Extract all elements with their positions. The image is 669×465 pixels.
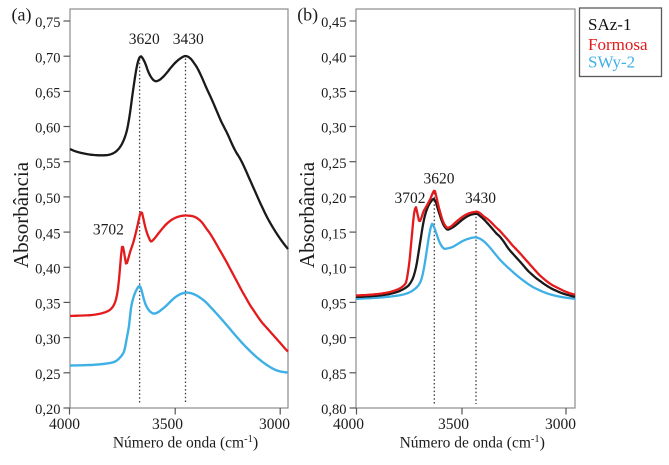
svg-text:Formosa: Formosa bbox=[588, 35, 648, 54]
svg-text:SAz-1: SAz-1 bbox=[588, 15, 631, 34]
svg-text:4000: 4000 bbox=[49, 416, 80, 433]
svg-text:0,25: 0,25 bbox=[321, 156, 346, 172]
svg-text:0,70: 0,70 bbox=[35, 50, 60, 66]
svg-text:0,20: 0,20 bbox=[35, 402, 60, 418]
svg-text:3500: 3500 bbox=[438, 416, 469, 433]
svg-text:0,40: 0,40 bbox=[321, 50, 346, 66]
svg-text:0,95: 0,95 bbox=[321, 297, 346, 313]
svg-text:0,75: 0,75 bbox=[35, 15, 60, 31]
svg-text:3000: 3000 bbox=[545, 416, 576, 433]
svg-text:3430: 3430 bbox=[173, 31, 204, 48]
svg-text:0,80: 0,80 bbox=[321, 402, 346, 418]
svg-text:0,45: 0,45 bbox=[35, 226, 60, 242]
svg-text:(b): (b) bbox=[297, 5, 318, 26]
svg-text:0,40: 0,40 bbox=[35, 262, 60, 278]
svg-text:3620: 3620 bbox=[129, 31, 160, 48]
svg-text:0,90: 0,90 bbox=[321, 332, 346, 348]
svg-text:3620: 3620 bbox=[424, 171, 455, 188]
svg-text:0,60: 0,60 bbox=[35, 121, 60, 137]
svg-text:4000: 4000 bbox=[333, 416, 364, 433]
svg-text:Número de onda (cm-1): Número de onda (cm-1) bbox=[113, 434, 258, 452]
svg-text:3430: 3430 bbox=[465, 190, 496, 207]
svg-text:0,55: 0,55 bbox=[35, 156, 60, 172]
svg-text:3500: 3500 bbox=[152, 416, 183, 433]
svg-text:(a): (a) bbox=[12, 5, 32, 26]
svg-text:0,15: 0,15 bbox=[321, 226, 346, 242]
svg-text:0,25: 0,25 bbox=[35, 367, 60, 383]
svg-text:SWy-2: SWy-2 bbox=[588, 52, 635, 71]
svg-text:3702: 3702 bbox=[93, 222, 124, 239]
svg-text:0,45: 0,45 bbox=[321, 15, 346, 31]
svg-text:0,35: 0,35 bbox=[321, 86, 346, 102]
svg-text:Absorbância: Absorbância bbox=[295, 161, 319, 268]
svg-text:Número de onda (cm-1): Número de onda (cm-1) bbox=[400, 434, 545, 452]
svg-text:0,20: 0,20 bbox=[321, 191, 346, 207]
svg-text:0,65: 0,65 bbox=[35, 86, 60, 102]
svg-text:0,85: 0,85 bbox=[321, 367, 346, 383]
svg-text:0,10: 0,10 bbox=[321, 262, 346, 278]
svg-text:Absorbância: Absorbância bbox=[9, 161, 33, 268]
svg-text:0,30: 0,30 bbox=[321, 121, 346, 137]
svg-text:0,30: 0,30 bbox=[35, 332, 60, 348]
svg-text:0,50: 0,50 bbox=[35, 191, 60, 207]
svg-text:3702: 3702 bbox=[395, 190, 426, 207]
svg-text:0,35: 0,35 bbox=[35, 297, 60, 313]
svg-text:3000: 3000 bbox=[259, 416, 290, 433]
